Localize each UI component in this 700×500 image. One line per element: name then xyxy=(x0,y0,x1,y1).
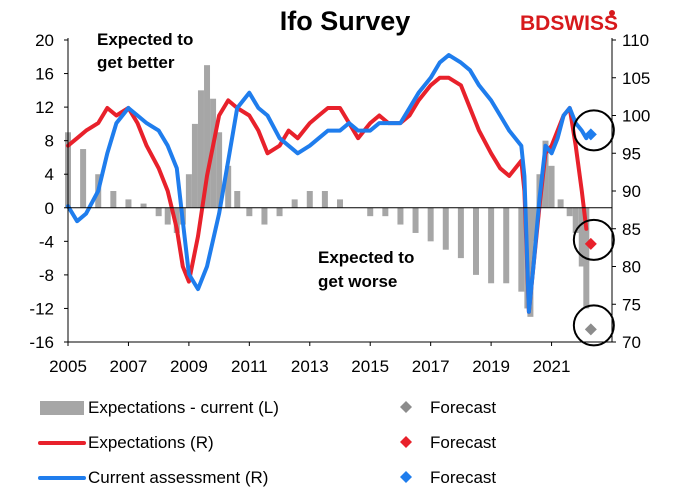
bar xyxy=(412,207,419,233)
bar xyxy=(225,165,232,208)
legend-label: Forecast xyxy=(430,398,496,417)
left-tick-label: -16 xyxy=(29,333,54,352)
left-tick-label: 8 xyxy=(45,132,54,151)
bar xyxy=(261,207,268,225)
plot-area xyxy=(65,53,615,347)
bdswiss-logo: BDSWISS xyxy=(520,10,618,35)
bar xyxy=(518,207,525,292)
chart-title: Ifo Survey xyxy=(280,6,411,36)
right-tick-label: 70 xyxy=(622,333,641,352)
forecast-expectations-diamond xyxy=(584,237,597,250)
legend-label: Forecast xyxy=(430,433,496,452)
right-tick-label: 95 xyxy=(622,144,641,163)
forecast-circle xyxy=(572,218,615,261)
right-tick-label: 100 xyxy=(622,107,650,126)
bar xyxy=(140,203,147,208)
logo-dot-icon xyxy=(609,10,615,16)
right-tick-label: 105 xyxy=(622,69,650,88)
forecast-circle xyxy=(572,109,615,152)
legend-swatch-diamond xyxy=(400,471,412,483)
bar xyxy=(473,207,479,275)
left-tick-label: 0 xyxy=(45,199,54,218)
bar xyxy=(80,149,87,208)
bar xyxy=(204,65,211,208)
left-tick-label: 4 xyxy=(45,165,54,184)
annotation-better-line2: get better xyxy=(97,53,175,72)
x-tick-label: 2007 xyxy=(110,357,148,376)
bar xyxy=(527,207,534,317)
right-tick-label: 110 xyxy=(622,31,649,50)
logo-text: BDSWISS xyxy=(520,12,618,35)
legend-swatch-diamond xyxy=(400,436,412,448)
bar xyxy=(191,123,198,208)
annotation-better-line1: Expected to xyxy=(97,30,193,49)
bar xyxy=(367,207,374,217)
left-tick-label: -12 xyxy=(29,299,54,318)
left-tick-label: 16 xyxy=(35,65,54,84)
current-assessment-line xyxy=(66,53,589,314)
legend-label: Current assessment (R) xyxy=(88,468,268,487)
bar xyxy=(578,207,585,267)
bar xyxy=(125,199,132,208)
bar xyxy=(566,207,573,217)
x-tick-label: 2005 xyxy=(49,357,87,376)
left-tick-label: -8 xyxy=(39,266,54,285)
bar xyxy=(397,207,404,225)
forecast-circle xyxy=(572,304,615,347)
x-tick-label: 2013 xyxy=(291,357,329,376)
bar xyxy=(216,132,223,208)
bar xyxy=(548,165,555,208)
axes: 20 16 12 8 4 0 -4 -8 -12 -16 110 105 100 95 90 85 80 75 70… xyxy=(29,31,650,376)
bar xyxy=(197,90,204,208)
bar xyxy=(155,207,162,217)
annotation-worse-line2: get worse xyxy=(318,272,397,291)
bar xyxy=(337,199,343,208)
legend-label: Forecast xyxy=(430,468,496,487)
bar xyxy=(530,207,537,242)
bar xyxy=(321,191,328,208)
legend-swatch-bars xyxy=(40,401,84,415)
x-tick-label: 2015 xyxy=(351,357,389,376)
right-tick-label: 80 xyxy=(622,258,641,277)
bar xyxy=(503,207,510,284)
right-tick-label: 90 xyxy=(622,182,641,201)
x-tick-label: 2019 xyxy=(472,357,510,376)
bar xyxy=(542,140,549,208)
bar xyxy=(306,191,313,208)
left-tick-label: 12 xyxy=(35,98,54,117)
x-tick-label: 2021 xyxy=(533,357,571,376)
bar xyxy=(185,174,192,208)
bar xyxy=(234,191,241,208)
bar xyxy=(382,207,389,217)
right-tick-label: 85 xyxy=(622,220,641,239)
bar xyxy=(488,207,495,284)
right-tick-label: 75 xyxy=(622,295,641,314)
annotation-worse-line1: Expected to xyxy=(318,248,414,267)
bar xyxy=(291,199,298,208)
forecast-current-diamond xyxy=(584,128,597,141)
legend-label: Expectations (R) xyxy=(88,433,214,452)
bar xyxy=(427,207,434,242)
legend-label: Expectations - current (L) xyxy=(88,398,279,417)
bar xyxy=(246,207,253,217)
bar xyxy=(572,207,579,233)
bar xyxy=(557,199,564,208)
bar xyxy=(276,207,283,217)
legend: Expectations - current (L) Forecast Expect… xyxy=(38,398,496,487)
left-tick-label: -4 xyxy=(39,232,54,251)
forecast-bars-diamond xyxy=(584,323,597,336)
legend-swatch-diamond xyxy=(400,401,412,413)
bar xyxy=(110,191,117,208)
bar xyxy=(164,207,171,225)
x-tick-label: 2009 xyxy=(170,357,208,376)
bar xyxy=(442,207,449,250)
bar xyxy=(457,207,464,259)
left-tick-label: 20 xyxy=(35,31,54,50)
x-tick-label: 2017 xyxy=(412,357,450,376)
x-tick-label: 2011 xyxy=(231,357,268,376)
